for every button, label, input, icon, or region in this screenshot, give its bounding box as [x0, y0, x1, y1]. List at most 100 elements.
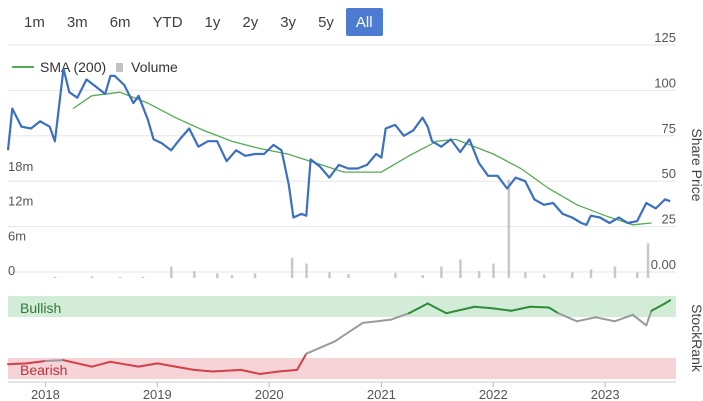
volume-bar [507, 179, 511, 278]
price-tick-label: 100 [654, 75, 676, 90]
volume-bar [636, 272, 639, 278]
volume-bar [347, 273, 350, 278]
range-3y-button[interactable]: 3y [280, 13, 297, 31]
stockrank-segment [445, 305, 476, 315]
sma-line [72, 91, 652, 226]
time-tick-label: 2020 [255, 387, 284, 401]
chart-legend: SMA (200) Volume [12, 59, 178, 75]
volume-bar [589, 269, 593, 278]
stockrank-segment [426, 302, 448, 315]
volume-bar [492, 263, 495, 278]
stockrank-segment [277, 368, 299, 373]
volume-bar [646, 243, 650, 278]
volume-legend-label[interactable]: Volume [131, 59, 178, 75]
volume-tick-label: 0 [8, 263, 15, 278]
price-tick-label: 25 [662, 212, 676, 227]
stockrank-segment [44, 359, 65, 362]
volume-bar [193, 271, 196, 278]
stockrank-segment [650, 302, 666, 312]
stockrank-line [7, 299, 672, 375]
stockrank-segment [174, 365, 196, 371]
stockrank-segment [193, 368, 214, 373]
sma-legend-swatch [12, 66, 34, 68]
stockrank-segment [137, 362, 159, 368]
volume-bar [421, 275, 424, 278]
stockrank-segment [407, 302, 429, 315]
time-tick-label: 2021 [367, 387, 396, 401]
range-3m-button[interactable]: 3m [66, 13, 88, 31]
stockrank-segment [305, 340, 336, 355]
volume-tick-label: 12m [8, 194, 33, 209]
volume-bar [53, 276, 57, 278]
volume-bar [141, 276, 145, 278]
stockrank-segment [510, 305, 532, 312]
stockrank-segment [333, 321, 364, 343]
range-ytd-button[interactable]: YTD [152, 13, 183, 31]
stockrank-axis-title: StockRank [689, 304, 703, 373]
volume-bar [118, 276, 122, 278]
stockrank-segment [575, 316, 597, 323]
volume-bar [571, 272, 574, 278]
stockrank-segment [211, 368, 242, 373]
price-axis: 0.00 25 50 75 100 125 [651, 30, 676, 272]
bullish-band [8, 296, 676, 317]
bullish-label: Bullish [20, 300, 61, 316]
range-2y-button[interactable]: 2y [242, 13, 259, 31]
volume-bar [459, 259, 462, 278]
volume-bar [394, 272, 397, 278]
volume-bar [216, 273, 219, 278]
stockrank-segment [25, 359, 47, 365]
stockrank-segment [663, 299, 672, 305]
price-tick-label: 50 [662, 166, 676, 181]
volume-bar [542, 274, 546, 278]
volume-bar [524, 272, 527, 278]
range-1m-button[interactable]: 1m [24, 13, 45, 31]
stockrank-segment [7, 362, 28, 366]
bearish-label: Bearish [20, 362, 67, 378]
volume-tick-label: 6m [8, 228, 26, 243]
stockrank-segment [361, 318, 392, 324]
stockrank-segment [90, 360, 112, 368]
volume-bar [290, 257, 294, 278]
stockrank-segment [239, 368, 261, 375]
range-1y-button[interactable]: 1y [204, 13, 221, 31]
stockrank-segment [529, 305, 550, 309]
volume-tick-label: 18m [8, 159, 33, 174]
stockrank-segment [473, 305, 495, 310]
price-tick-label: 0.00 [651, 257, 676, 272]
stockrank-segment [547, 306, 560, 315]
stockrank-segment [258, 370, 280, 375]
price-gridlines [8, 44, 676, 273]
time-tick-label: 2022 [479, 387, 508, 401]
stockrank-segment [62, 359, 93, 368]
volume-bar [477, 271, 481, 278]
time-tick-label: 2023 [591, 387, 620, 401]
price-tick-label: 75 [662, 121, 676, 136]
range-all-button[interactable]: All [345, 8, 383, 36]
volume-bar [230, 275, 234, 278]
time-tick-label: 2019 [143, 387, 172, 401]
price-axis-title: Share Price [689, 128, 703, 201]
sma-legend-label[interactable]: SMA (200) [40, 59, 107, 75]
stockrank-segment [492, 307, 513, 312]
stockrank-segment [109, 360, 140, 368]
stockrank-segment [296, 352, 308, 371]
bearish-band [8, 358, 676, 379]
volume-bar [170, 266, 173, 278]
volume-bar [328, 272, 331, 278]
volume-bar [90, 276, 94, 278]
volume-bar [613, 266, 617, 278]
stockrank-segment [389, 312, 410, 321]
time-tick-label: 2018 [31, 387, 60, 401]
time-axis: 2018 2019 2020 2021 2022 2023 [31, 382, 620, 401]
range-5y-button[interactable]: 5y [318, 13, 334, 31]
stockrank-segment [557, 312, 578, 323]
volume-axis: 0 6m 12m 18m [8, 159, 33, 278]
stockrank-segment [631, 313, 648, 327]
price-tick-label: 125 [654, 30, 676, 45]
range-6m-button[interactable]: 6m [109, 13, 131, 31]
volume-bar [440, 266, 443, 278]
range-selector: 1m 3m 6m YTD 1y 2y 3y 5y All [14, 8, 383, 36]
stockrank-segment [156, 362, 177, 368]
volume-bar [253, 273, 257, 278]
